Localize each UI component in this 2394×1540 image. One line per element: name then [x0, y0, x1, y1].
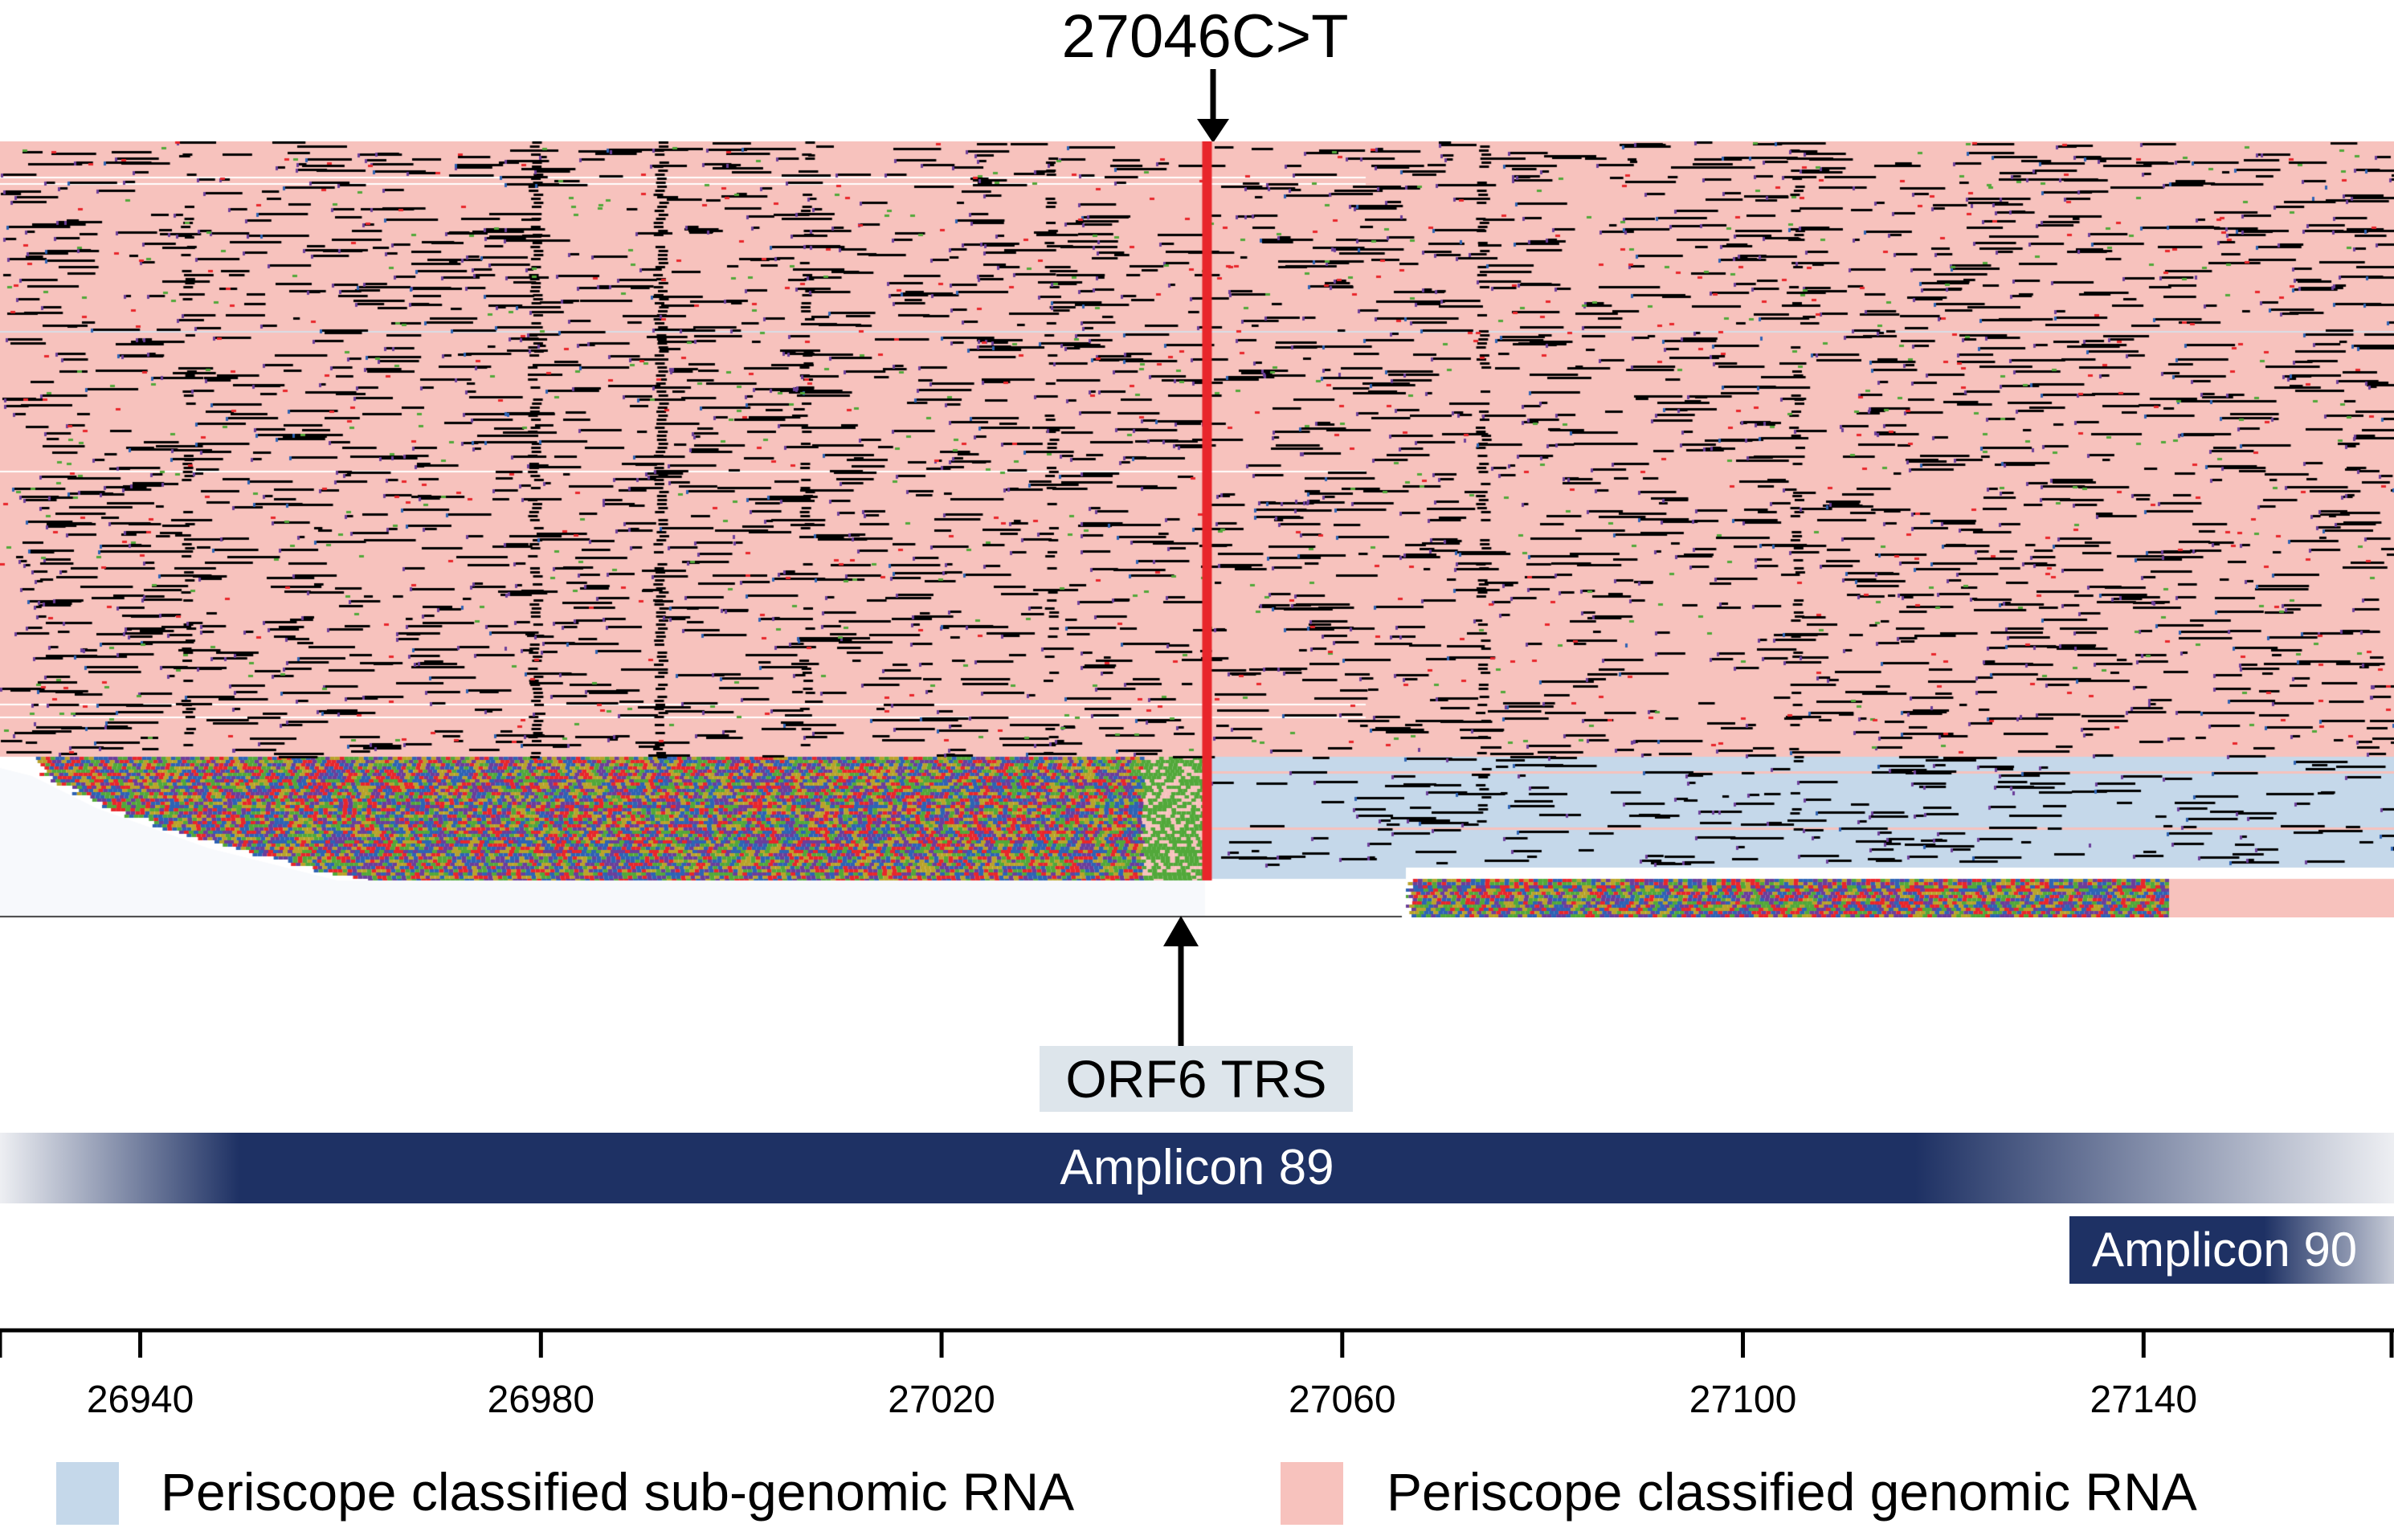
read-pileup-canvas: [0, 141, 2394, 917]
variant-label: 27046C>T: [1061, 2, 1349, 71]
read-pileup: [0, 141, 2394, 917]
legend: Periscope classified sub-genomic RNA Per…: [0, 1446, 2394, 1540]
trs-label: ORF6 TRS: [1040, 1046, 1353, 1112]
trs-arrow: [1163, 916, 1199, 1048]
variant-arrow: [1197, 69, 1229, 143]
legend-label-subgenomic: Periscope classified sub-genomic RNA: [161, 1462, 1075, 1522]
axis-tick-label-27060: 27060: [1289, 1379, 1395, 1421]
axis-tick-label-26980: 26980: [488, 1379, 594, 1421]
axis-tick-label-27020: 27020: [888, 1379, 995, 1421]
legend-swatch-genomic: [1281, 1462, 1343, 1525]
axis-tick-label-27140: 27140: [2090, 1379, 2197, 1421]
genome-axis: 26940 26980 27020 27060 27100 27140: [0, 1328, 2394, 1421]
legend-swatch-subgenomic: [56, 1462, 119, 1525]
amplicon-89-bar: Amplicon 89: [0, 1133, 2394, 1203]
amplicon-90-bar: Amplicon 90: [2069, 1216, 2394, 1284]
axis-tick-label-27100: 27100: [1689, 1379, 1796, 1421]
legend-label-genomic: Periscope classified genomic RNA: [1387, 1462, 2197, 1522]
axis-tick-label-26940: 26940: [87, 1379, 194, 1421]
axis-ticks: 26940 26980 27020 27060 27100 27140: [0, 1330, 2394, 1421]
